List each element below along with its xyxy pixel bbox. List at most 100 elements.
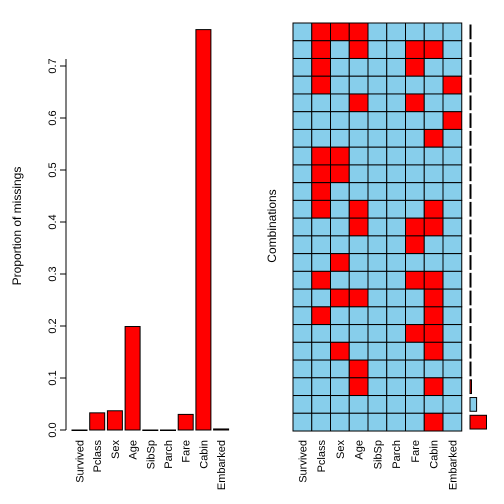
- combination-cell: [442, 146, 463, 166]
- combination-cell: [330, 341, 350, 361]
- combination-cell: [348, 359, 369, 379]
- combination-cell: [367, 324, 388, 343]
- frequency-bar: [469, 379, 472, 395]
- frequency-bar: [469, 113, 472, 128]
- combination-cell: [386, 412, 406, 432]
- combination-cell: [348, 270, 369, 290]
- combination-cell: [405, 306, 425, 326]
- combination-cell: [405, 270, 425, 290]
- combination-cell: [311, 182, 331, 201]
- combination-cell: [330, 199, 350, 219]
- frequency-bar: [469, 308, 472, 324]
- combination-cell: [330, 235, 350, 255]
- combination-cell: [405, 22, 425, 42]
- x-category-label: SibSp: [145, 440, 157, 469]
- combination-cell: [330, 395, 350, 414]
- combination-cell: [367, 377, 388, 397]
- combination-cell: [386, 377, 406, 397]
- combination-cell: [386, 253, 406, 272]
- bar: [71, 429, 88, 431]
- x-category-label: Survived: [75, 440, 87, 483]
- combination-cell: [405, 288, 425, 308]
- combination-cell: [442, 395, 463, 414]
- combination-cell: [330, 377, 350, 397]
- combination-cell: [405, 182, 425, 201]
- heatmap-column-label: Embarked: [447, 440, 459, 490]
- bar: [195, 29, 212, 431]
- combination-cell: [386, 182, 406, 201]
- combination-cell: [292, 412, 313, 432]
- combination-cell: [423, 111, 444, 130]
- bar: [160, 429, 176, 431]
- combination-cell: [292, 182, 313, 201]
- combination-cell: [348, 199, 369, 219]
- x-category-label: Pclass: [92, 440, 104, 473]
- combination-cell: [386, 359, 406, 379]
- combination-cell: [367, 288, 388, 308]
- combination-cell: [442, 306, 463, 326]
- combination-cell: [330, 22, 350, 42]
- combination-cell: [423, 57, 444, 77]
- proportion-bar-chart: 0.0 0.1 0.2 0.3 0.4 0.5 0.6 0.7 Survived Pclass S…: [10, 29, 230, 490]
- combination-cell: [311, 146, 331, 166]
- combination-cell: [348, 40, 369, 59]
- combination-cell: [330, 93, 350, 113]
- combination-cell: [311, 270, 331, 290]
- combination-cell: [386, 146, 406, 166]
- combination-cell: [442, 270, 463, 290]
- combination-cell: [348, 341, 369, 361]
- combination-cell: [348, 128, 369, 148]
- combination-cell: [442, 199, 463, 219]
- combination-cell: [423, 395, 444, 414]
- y-tick-label: 0.1: [47, 370, 59, 385]
- y-tick-label: 0.7: [47, 58, 59, 73]
- frequency-bar: [469, 24, 472, 40]
- heatmap-column-label: Parch: [391, 440, 403, 469]
- frequency-bar: [469, 290, 472, 306]
- frequency-bar: [469, 237, 472, 253]
- combination-cell: [311, 306, 331, 326]
- combination-cell: [348, 182, 369, 201]
- combination-cell: [348, 377, 369, 397]
- combination-cell: [367, 182, 388, 201]
- combination-cell: [348, 75, 369, 95]
- combination-cell: [348, 412, 369, 432]
- combination-cell: [311, 93, 331, 113]
- y-axis-title: Proportion of missings: [10, 167, 24, 286]
- combination-cell: [292, 395, 313, 414]
- combination-cell: [311, 128, 331, 148]
- heatmap-y-axis-title: Combinations: [265, 189, 279, 262]
- combination-cell: [311, 395, 331, 414]
- combination-cell: [311, 111, 331, 130]
- combination-cell: [348, 217, 369, 237]
- combination-cell: [330, 270, 350, 290]
- combination-cell: [292, 377, 313, 397]
- heatmap-column-label: Survived: [297, 440, 309, 483]
- combination-cell: [386, 306, 406, 326]
- combination-cell: [386, 75, 406, 95]
- combination-cell: [311, 359, 331, 379]
- frequency-bar: [469, 148, 472, 164]
- combination-cell: [292, 199, 313, 219]
- combination-cell: [386, 324, 406, 343]
- combination-cell: [330, 182, 350, 201]
- combination-cell: [330, 306, 350, 326]
- combination-cell: [330, 57, 350, 77]
- combination-cell: [311, 40, 331, 59]
- combination-cell: [348, 324, 369, 343]
- combination-cell: [311, 22, 331, 42]
- combination-cell: [423, 22, 444, 42]
- combination-cell: [405, 341, 425, 361]
- combination-cell: [367, 199, 388, 219]
- heatmap-column-label: Cabin: [429, 440, 441, 469]
- combination-cell: [442, 164, 463, 184]
- combination-cell: [442, 217, 463, 237]
- y-tick-label: 0.3: [47, 266, 59, 281]
- combination-cell: [367, 111, 388, 130]
- combination-cell: [367, 22, 388, 42]
- combination-cell: [405, 40, 425, 59]
- combination-cell: [423, 235, 444, 255]
- combination-cell: [386, 341, 406, 361]
- combination-cell: [423, 93, 444, 113]
- combination-cell: [405, 235, 425, 255]
